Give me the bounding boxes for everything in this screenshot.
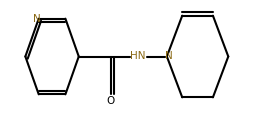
Text: HN: HN — [130, 51, 145, 61]
Text: N: N — [33, 14, 41, 23]
Text: N: N — [165, 51, 173, 61]
Text: O: O — [107, 95, 115, 105]
